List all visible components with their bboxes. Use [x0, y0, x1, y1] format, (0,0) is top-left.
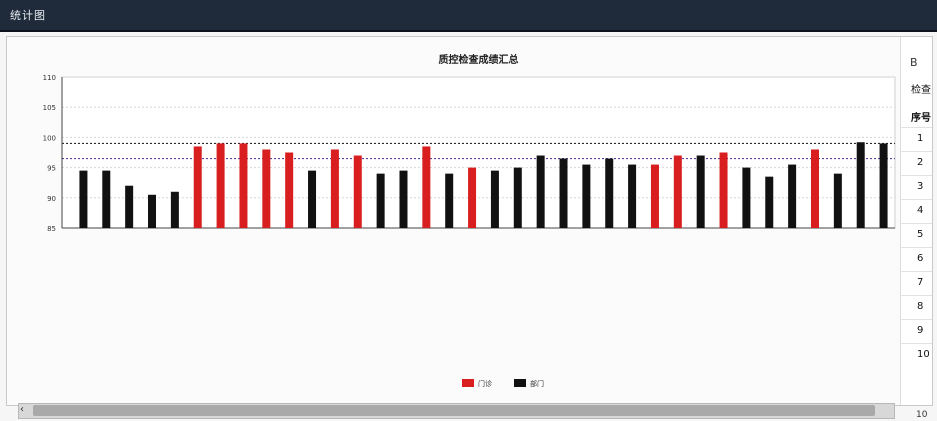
bar	[559, 158, 568, 228]
bar	[582, 164, 591, 228]
bar	[742, 167, 751, 228]
bar	[193, 146, 202, 228]
window-title: 统计图	[10, 9, 46, 22]
record-table: B 检查日期 序号 1 2 3 4 5 6 7 8 9 10	[900, 37, 932, 405]
export-icon[interactable]: B	[910, 56, 918, 69]
row-index: 3	[917, 181, 924, 192]
table-row[interactable]: 1	[901, 127, 932, 152]
bar	[445, 173, 454, 228]
index-column-header: 序号	[911, 113, 931, 124]
legend-swatch	[514, 379, 526, 387]
y-tick-label: 110	[43, 74, 56, 82]
bar	[673, 155, 682, 228]
title-bar: 统计图	[0, 0, 937, 32]
table-row[interactable]: 2	[901, 151, 932, 176]
y-tick-label: 95	[47, 165, 56, 173]
bar	[79, 170, 88, 228]
bar	[468, 167, 477, 228]
bar	[765, 176, 774, 228]
legend-label: 部门	[530, 379, 544, 388]
table-row[interactable]: 7	[901, 271, 932, 296]
bar	[102, 170, 111, 228]
scroll-left-arrow-icon[interactable]: ‹	[20, 404, 24, 415]
row-index: 8	[917, 301, 924, 312]
bar	[376, 173, 385, 228]
table-row[interactable]: 8	[901, 295, 932, 320]
table-row[interactable]: 5	[901, 223, 932, 248]
row-index: 4	[917, 205, 924, 216]
table-row[interactable]: 10	[901, 343, 932, 368]
bar	[308, 170, 317, 228]
legend-label: 门诊	[478, 379, 492, 388]
bar-chart: 质控检查成绩汇总 85 90 95 100 105 110 门诊 部门	[43, 53, 896, 388]
bar	[353, 155, 362, 228]
bar	[833, 173, 842, 228]
bar	[810, 149, 819, 228]
row-index: 9	[917, 325, 924, 336]
row-index: 2	[917, 157, 924, 168]
page-count: 10	[916, 410, 928, 420]
bar	[422, 146, 431, 228]
row-index: 6	[917, 253, 924, 264]
row-index: 7	[917, 277, 924, 288]
bar	[879, 143, 888, 228]
y-tick-label: 90	[47, 195, 56, 203]
row-index: 10	[917, 349, 930, 360]
table-row[interactable]: 3	[901, 175, 932, 200]
legend-swatch	[462, 379, 474, 387]
bar	[719, 152, 728, 228]
bar	[628, 164, 637, 228]
bar	[262, 149, 271, 228]
bar	[239, 143, 248, 228]
chart-title: 质控检查成绩汇总	[439, 53, 519, 66]
bar	[490, 170, 499, 228]
date-column-header: 检查日期	[911, 85, 932, 96]
horizontal-scrollbar[interactable]	[18, 403, 895, 419]
bar	[856, 142, 865, 228]
row-index: 5	[917, 229, 924, 240]
table-row[interactable]: 4	[901, 199, 932, 224]
scrollbar-thumb[interactable]	[33, 405, 875, 416]
table-row[interactable]: 9	[901, 319, 932, 344]
bar	[788, 164, 797, 228]
bar	[330, 149, 339, 228]
chart-area: 质控检查成绩汇总 85 90 95 100 105 110 门诊 部门	[7, 37, 900, 405]
bar	[696, 155, 705, 228]
table-row[interactable]: 6	[901, 247, 932, 272]
bar	[170, 191, 179, 228]
bar	[216, 143, 225, 228]
bar	[125, 185, 134, 228]
row-index: 1	[917, 133, 924, 144]
y-tick-label: 85	[47, 225, 56, 233]
bar	[148, 194, 157, 228]
bar	[650, 164, 659, 228]
bar	[536, 155, 545, 228]
y-tick-label: 105	[43, 104, 56, 112]
y-tick-label: 100	[43, 134, 56, 142]
bar	[399, 170, 408, 228]
bar	[285, 152, 294, 228]
bar	[605, 158, 614, 228]
bar	[513, 167, 522, 228]
